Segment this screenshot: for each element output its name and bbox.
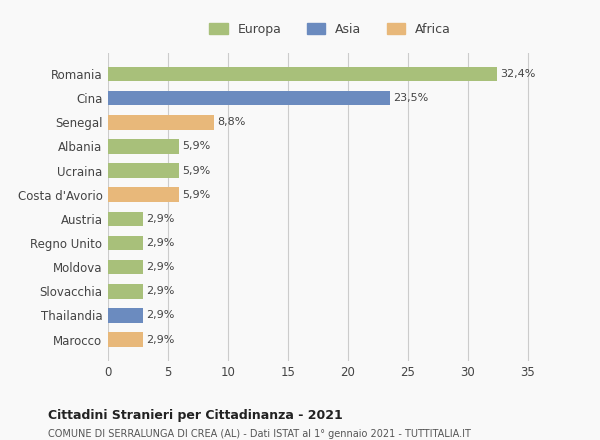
Text: 32,4%: 32,4%: [500, 69, 536, 79]
Text: 2,9%: 2,9%: [146, 334, 175, 345]
Legend: Europa, Asia, Africa: Europa, Asia, Africa: [205, 19, 455, 40]
Text: 2,9%: 2,9%: [146, 262, 175, 272]
Text: 2,9%: 2,9%: [146, 286, 175, 296]
Text: 2,9%: 2,9%: [146, 311, 175, 320]
Bar: [108, 236, 143, 250]
Text: 2,9%: 2,9%: [146, 214, 175, 224]
Bar: [108, 212, 143, 226]
Text: 5,9%: 5,9%: [182, 141, 211, 151]
Bar: [108, 67, 497, 81]
Text: 8,8%: 8,8%: [217, 117, 245, 127]
Bar: [108, 332, 143, 347]
Bar: [108, 308, 143, 323]
Text: 23,5%: 23,5%: [394, 93, 429, 103]
Text: Cittadini Stranieri per Cittadinanza - 2021: Cittadini Stranieri per Cittadinanza - 2…: [48, 409, 343, 422]
Text: 5,9%: 5,9%: [182, 165, 211, 176]
Text: 2,9%: 2,9%: [146, 238, 175, 248]
Bar: [108, 284, 143, 298]
Bar: [108, 115, 214, 129]
Bar: [108, 139, 179, 154]
Bar: [108, 260, 143, 275]
Bar: [108, 187, 179, 202]
Bar: [108, 91, 390, 106]
Text: COMUNE DI SERRALUNGA DI CREA (AL) - Dati ISTAT al 1° gennaio 2021 - TUTTITALIA.I: COMUNE DI SERRALUNGA DI CREA (AL) - Dati…: [48, 429, 471, 439]
Bar: [108, 163, 179, 178]
Text: 5,9%: 5,9%: [182, 190, 211, 200]
